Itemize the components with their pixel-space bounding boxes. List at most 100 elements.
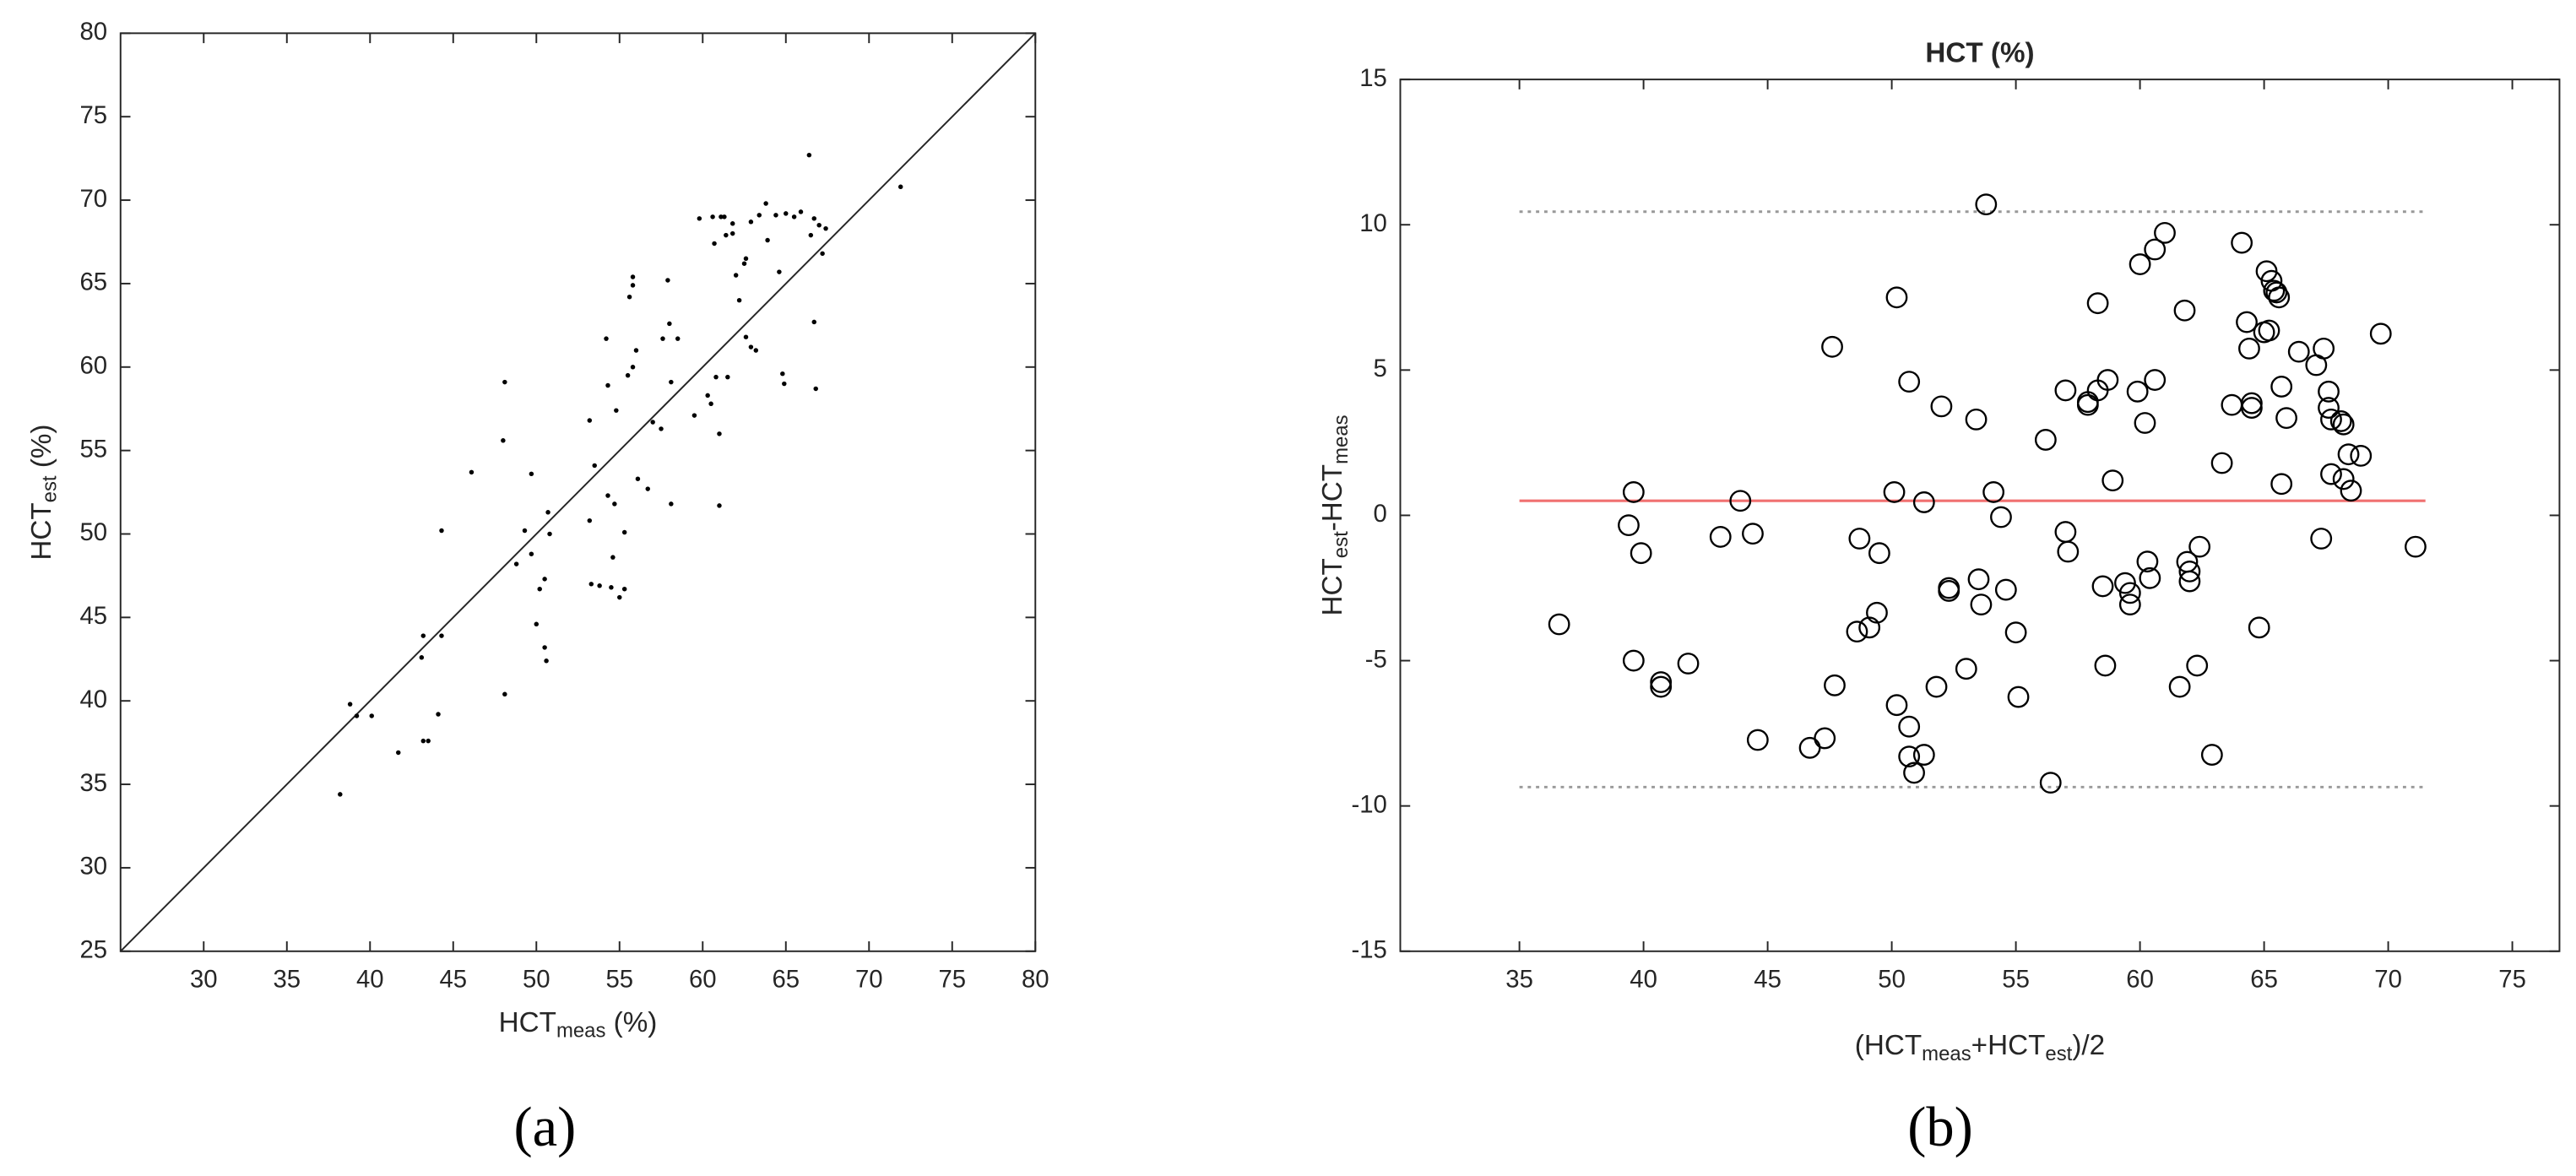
data-point xyxy=(621,529,627,535)
data-point xyxy=(354,713,360,718)
x-tick-label: 80 xyxy=(1022,966,1049,994)
data-point xyxy=(697,216,702,221)
data-point xyxy=(748,344,754,350)
data-point xyxy=(2186,654,2209,677)
data-point xyxy=(2337,443,2360,466)
data-point xyxy=(544,658,549,664)
data-point xyxy=(782,381,787,387)
y-tick-label: 0 xyxy=(1374,500,1387,528)
data-point xyxy=(2129,253,2151,275)
x-tick-label: 45 xyxy=(1754,966,1782,994)
data-point xyxy=(610,555,616,560)
data-point xyxy=(1858,616,1881,639)
data-point xyxy=(2004,621,2027,644)
data-point xyxy=(811,319,816,325)
data-point xyxy=(719,214,724,219)
data-point xyxy=(1677,653,1700,675)
data-point xyxy=(2318,380,2340,403)
data-point xyxy=(1622,649,1645,672)
data-point xyxy=(2178,560,2201,583)
data-point xyxy=(2310,528,2333,550)
data-point xyxy=(659,426,664,431)
data-point xyxy=(630,365,636,370)
data-point xyxy=(2173,299,2196,322)
data-point xyxy=(791,214,797,219)
y-tick-label: 70 xyxy=(80,185,108,213)
data-point xyxy=(609,585,614,590)
data-point xyxy=(2154,221,2176,244)
data-point xyxy=(592,463,597,469)
data-point xyxy=(1630,542,1652,565)
y-tick-label: 75 xyxy=(80,101,108,129)
data-point xyxy=(588,582,594,587)
y-tick-label: 5 xyxy=(1374,355,1387,382)
data-point xyxy=(529,551,534,556)
data-point xyxy=(2332,413,2355,436)
data-point xyxy=(2178,570,2201,593)
x-tick-label: 45 xyxy=(439,966,467,994)
label-subscript: est xyxy=(39,475,62,502)
data-point xyxy=(2007,686,2030,708)
data-point xyxy=(597,583,602,588)
data-point xyxy=(675,336,681,341)
data-point xyxy=(2086,292,2109,315)
data-point xyxy=(660,336,665,341)
data-point xyxy=(1848,528,1871,550)
data-point xyxy=(717,503,722,508)
data-point xyxy=(2313,337,2335,360)
data-point xyxy=(729,221,735,226)
data-point xyxy=(633,348,639,353)
label-subscript: est xyxy=(2045,1043,2072,1065)
y-axis-label: HCTest-HCTmeas xyxy=(1317,415,1353,615)
data-point xyxy=(1885,286,1908,309)
y-tick-label: 40 xyxy=(80,686,108,713)
data-point xyxy=(777,269,782,274)
data-point xyxy=(820,251,825,257)
data-point xyxy=(708,401,713,407)
data-point xyxy=(712,241,717,247)
data-point xyxy=(705,393,710,398)
data-point xyxy=(2318,397,2340,419)
data-point xyxy=(630,274,636,279)
data-point xyxy=(811,216,816,221)
data-point xyxy=(2340,480,2362,502)
data-point xyxy=(537,586,542,592)
data-point xyxy=(1994,578,2017,601)
chart-title: HCT (%) xyxy=(1925,38,2034,69)
data-point xyxy=(545,510,550,515)
data-point xyxy=(1821,335,1843,358)
data-point xyxy=(626,295,632,300)
data-point xyxy=(1975,193,1998,216)
data-point xyxy=(650,420,655,425)
chart-panel: -15 -10 -5 0 5 10 15 35 40 45 50 55 60 65 70 75 HCT (%) xyxy=(1351,38,2561,994)
label-text: (%) xyxy=(605,1007,657,1038)
data-point xyxy=(2091,575,2114,598)
data-point xyxy=(1866,601,1888,624)
data-point xyxy=(1930,395,1953,418)
x-tick-label: 70 xyxy=(2374,966,2402,994)
data-point xyxy=(621,586,627,592)
data-point xyxy=(763,201,768,206)
data-point xyxy=(2231,231,2253,254)
data-point xyxy=(439,528,444,534)
data-point xyxy=(724,232,729,238)
data-point xyxy=(736,297,742,303)
data-point xyxy=(529,471,534,477)
data-point xyxy=(1709,526,1732,548)
data-point xyxy=(2054,379,2077,402)
data-point xyxy=(743,256,749,262)
data-point xyxy=(439,633,444,638)
x-tick-label: 35 xyxy=(273,966,301,994)
label-text: (%) xyxy=(26,424,57,475)
data-point xyxy=(753,348,759,353)
data-point xyxy=(733,273,739,278)
x-axis-label: (HCTmeas+HCTest)/2 xyxy=(1855,1030,2105,1065)
y-tick-label: 15 xyxy=(1359,64,1387,92)
data-point xyxy=(1650,675,1673,698)
data-point xyxy=(1912,744,1935,766)
x-tick-label: 65 xyxy=(772,966,800,994)
y-tick-label: 60 xyxy=(80,352,108,380)
data-point xyxy=(816,222,822,228)
data-point xyxy=(2200,744,2223,766)
